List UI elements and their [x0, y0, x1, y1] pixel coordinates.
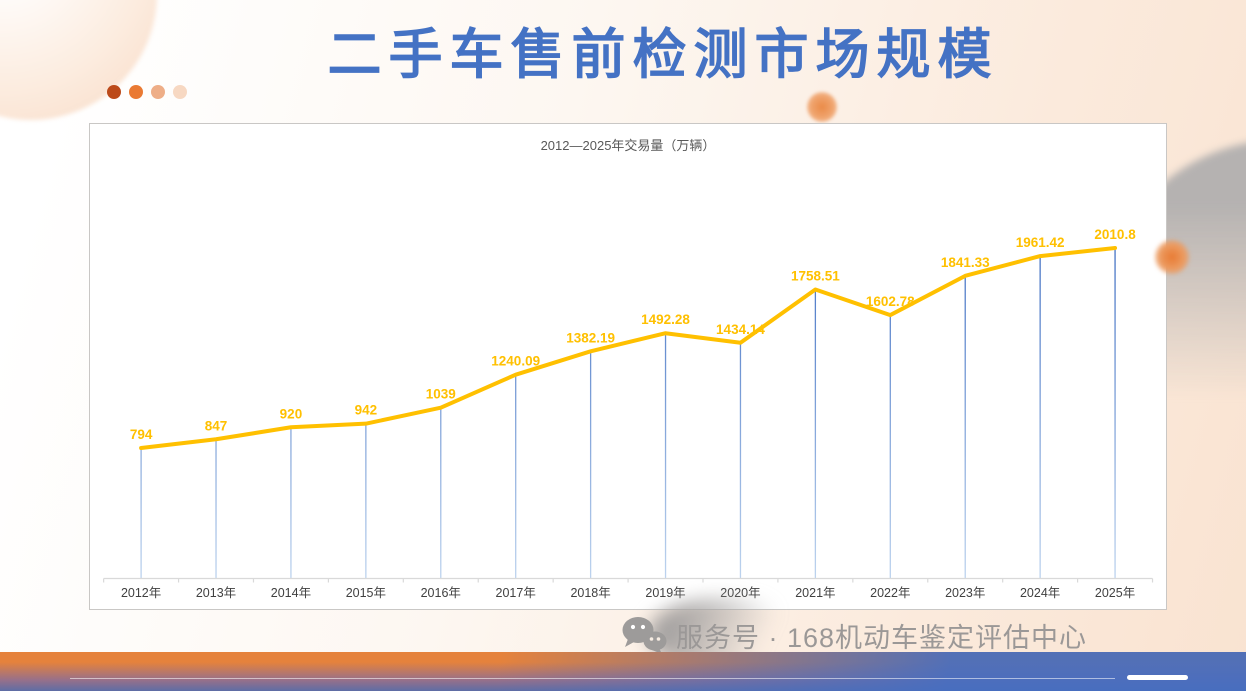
progress-dot [173, 85, 187, 99]
chart-title: 2012—2025年交易量（万辆） [540, 138, 716, 153]
footer-bar [0, 652, 1246, 691]
footer-divider-line [70, 678, 1115, 679]
progress-dot [129, 85, 143, 99]
watermark: 服务号 · 168机动车鉴定评估中心 [618, 615, 1087, 655]
accent-dot-icon [1155, 240, 1189, 274]
slide-title: 二手车售前检测市场规模 [327, 25, 999, 85]
progress-dot [151, 85, 165, 99]
chart-panel: 2012—2025年交易量（万辆） [89, 123, 1167, 610]
accent-dot-icon [807, 92, 837, 122]
progress-dot [107, 85, 121, 99]
wechat-icon [622, 617, 667, 654]
progress-dots [107, 85, 187, 99]
watermark-text: 服务号 · 168机动车鉴定评估中心 [676, 622, 1088, 653]
footer-progress-handle [1127, 675, 1188, 680]
